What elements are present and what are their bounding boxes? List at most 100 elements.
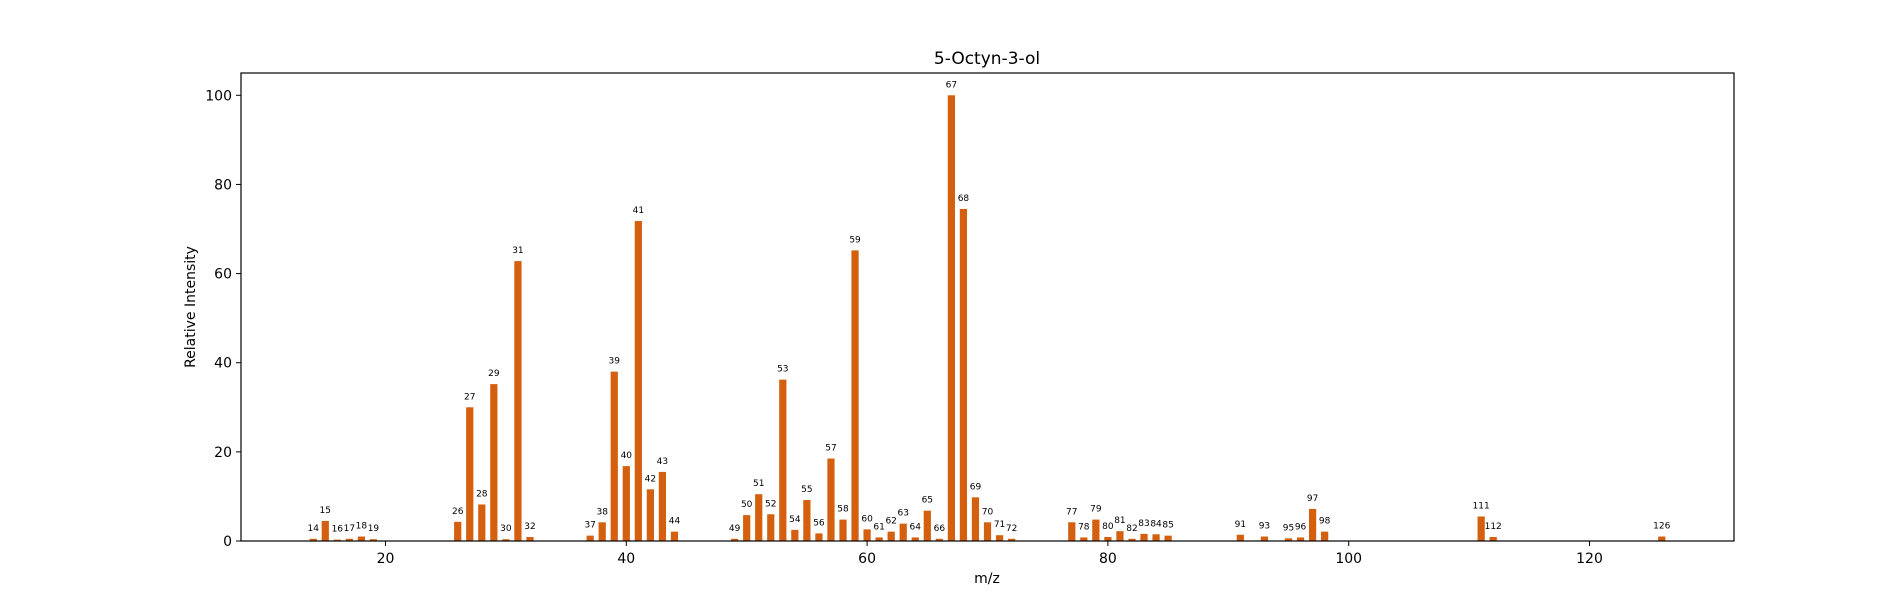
- bar-mz-28: [478, 504, 486, 541]
- y-axis-label: Relative Intensity: [183, 246, 199, 368]
- bar-label-mz-32: 32: [524, 522, 535, 532]
- bar-mz-80: [1104, 536, 1112, 541]
- bar-label-mz-82: 82: [1126, 524, 1137, 534]
- bar-mz-78: [1080, 537, 1088, 541]
- bar-mz-63: [899, 523, 907, 541]
- bar-mz-38: [598, 522, 606, 541]
- bar-label-mz-50: 50: [741, 500, 753, 510]
- bar-label-mz-58: 58: [837, 505, 849, 515]
- bar-mz-81: [1116, 531, 1124, 541]
- bar-label-mz-54: 54: [789, 515, 801, 525]
- bar-mz-54: [791, 529, 799, 541]
- x-axis: 20 40 60 80 100 120: [377, 541, 1603, 567]
- bar-mz-67: [947, 95, 955, 541]
- bar-label-mz-39: 39: [609, 357, 621, 367]
- bar-mz-68: [959, 208, 968, 541]
- bar-mz-41: [634, 220, 642, 542]
- chart-title: 5-Octyn-3-ol: [934, 49, 1040, 69]
- bar-label-mz-71: 71: [994, 520, 1005, 530]
- bar-mz-62: [887, 531, 895, 541]
- bar-label-mz-77: 77: [1066, 507, 1077, 517]
- bar-label-mz-65: 65: [922, 496, 933, 506]
- bar-label-mz-44: 44: [669, 517, 681, 527]
- bar-label-mz-91: 91: [1235, 520, 1246, 530]
- bar-label-mz-27: 27: [464, 392, 475, 402]
- bar-mz-64: [911, 537, 919, 541]
- bar-label-mz-84: 84: [1150, 519, 1162, 529]
- bar-label-mz-28: 28: [476, 489, 488, 499]
- bar-label-mz-62: 62: [885, 517, 896, 527]
- bar-label-mz-85: 85: [1162, 521, 1173, 531]
- bar-mz-39: [610, 371, 618, 541]
- bar-label-mz-14: 14: [308, 524, 320, 534]
- bar-label-mz-59: 59: [849, 235, 861, 245]
- bar-mz-31: [514, 261, 522, 541]
- bar-mz-15: [321, 520, 329, 541]
- bar-mz-59: [851, 250, 859, 541]
- bar-mz-55: [803, 499, 811, 541]
- bar-mz-98: [1321, 531, 1329, 541]
- bar-label-mz-112: 112: [1485, 522, 1502, 532]
- bar-mz-126: [1658, 536, 1666, 541]
- bar-label-mz-42: 42: [645, 474, 656, 484]
- bar-mz-96: [1296, 537, 1305, 541]
- bar-label-mz-81: 81: [1114, 516, 1125, 526]
- bar-mz-50: [743, 515, 751, 541]
- bar-label-mz-55: 55: [801, 485, 812, 495]
- bar-label-mz-83: 83: [1138, 519, 1149, 529]
- bar-mz-32: [526, 536, 534, 541]
- bar-mz-82: [1128, 538, 1136, 541]
- x-axis-label: m/z: [974, 571, 1000, 587]
- bar-mz-44: [670, 531, 679, 541]
- bar-mz-97: [1308, 508, 1317, 541]
- bar-mz-61: [875, 537, 883, 541]
- x-tick-label: 40: [617, 551, 635, 567]
- bar-mz-71: [995, 535, 1004, 541]
- bar-label-mz-15: 15: [320, 506, 331, 516]
- bar-mz-40: [622, 466, 630, 541]
- bar-label-mz-66: 66: [934, 524, 946, 534]
- bar-label-mz-29: 29: [488, 369, 500, 379]
- bar-label-mz-52: 52: [765, 499, 776, 509]
- bar-mz-112: [1489, 536, 1497, 541]
- bar-label-mz-43: 43: [657, 457, 668, 467]
- bar-mz-72: [1007, 538, 1016, 541]
- bar-mz-95: [1284, 538, 1293, 541]
- bar-label-mz-96: 96: [1295, 522, 1307, 532]
- bar-mz-26: [454, 521, 462, 541]
- bar-mz-42: [646, 489, 654, 541]
- bar-mz-17: [345, 538, 353, 541]
- y-tick-label: 40: [214, 356, 232, 372]
- bar-label-mz-61: 61: [873, 522, 884, 532]
- bar-label-mz-63: 63: [897, 509, 908, 519]
- bar-label-mz-67: 67: [946, 80, 957, 90]
- x-tick-label: 120: [1576, 551, 1603, 567]
- bar-label-mz-53: 53: [777, 365, 788, 375]
- bar-label-mz-80: 80: [1102, 522, 1114, 532]
- bar-mz-69: [971, 497, 980, 541]
- x-tick-label: 100: [1335, 551, 1362, 567]
- bar-mz-84: [1152, 534, 1160, 541]
- bar-label-mz-26: 26: [452, 507, 464, 517]
- bar-mz-70: [983, 522, 992, 541]
- bar-mz-111: [1477, 516, 1485, 541]
- bar-label-mz-49: 49: [729, 524, 741, 534]
- bar-mz-60: [863, 529, 871, 541]
- bar-label-mz-37: 37: [584, 521, 595, 531]
- bar-label-mz-126: 126: [1653, 522, 1670, 532]
- bar-label-mz-30: 30: [500, 524, 512, 534]
- bar-mz-91: [1236, 534, 1244, 541]
- y-tick-label: 100: [205, 88, 232, 104]
- bar-label-mz-98: 98: [1319, 517, 1331, 527]
- bar-mz-27: [466, 407, 474, 541]
- bar-mz-58: [839, 519, 847, 541]
- bar-label-mz-17: 17: [344, 524, 355, 534]
- bar-label-mz-79: 79: [1090, 505, 1102, 515]
- bar-mz-53: [779, 379, 787, 541]
- bar-mz-83: [1140, 533, 1148, 541]
- bar-label-mz-72: 72: [1006, 524, 1017, 534]
- bar-mz-52: [767, 514, 775, 541]
- bar-label-mz-56: 56: [813, 518, 825, 528]
- bar-label-mz-31: 31: [512, 246, 523, 256]
